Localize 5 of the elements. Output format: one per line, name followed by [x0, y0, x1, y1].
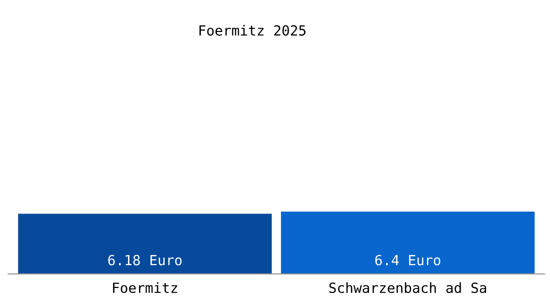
data-label: 6.4 Euro [375, 254, 440, 266]
data-label: 6.18 Euro [108, 254, 182, 266]
chart-title: Foermitz 2025 [199, 24, 306, 36]
x-tick-label: Foermitz [113, 282, 178, 294]
x-tick-label: Schwarzenbach ad Sa [329, 282, 486, 294]
